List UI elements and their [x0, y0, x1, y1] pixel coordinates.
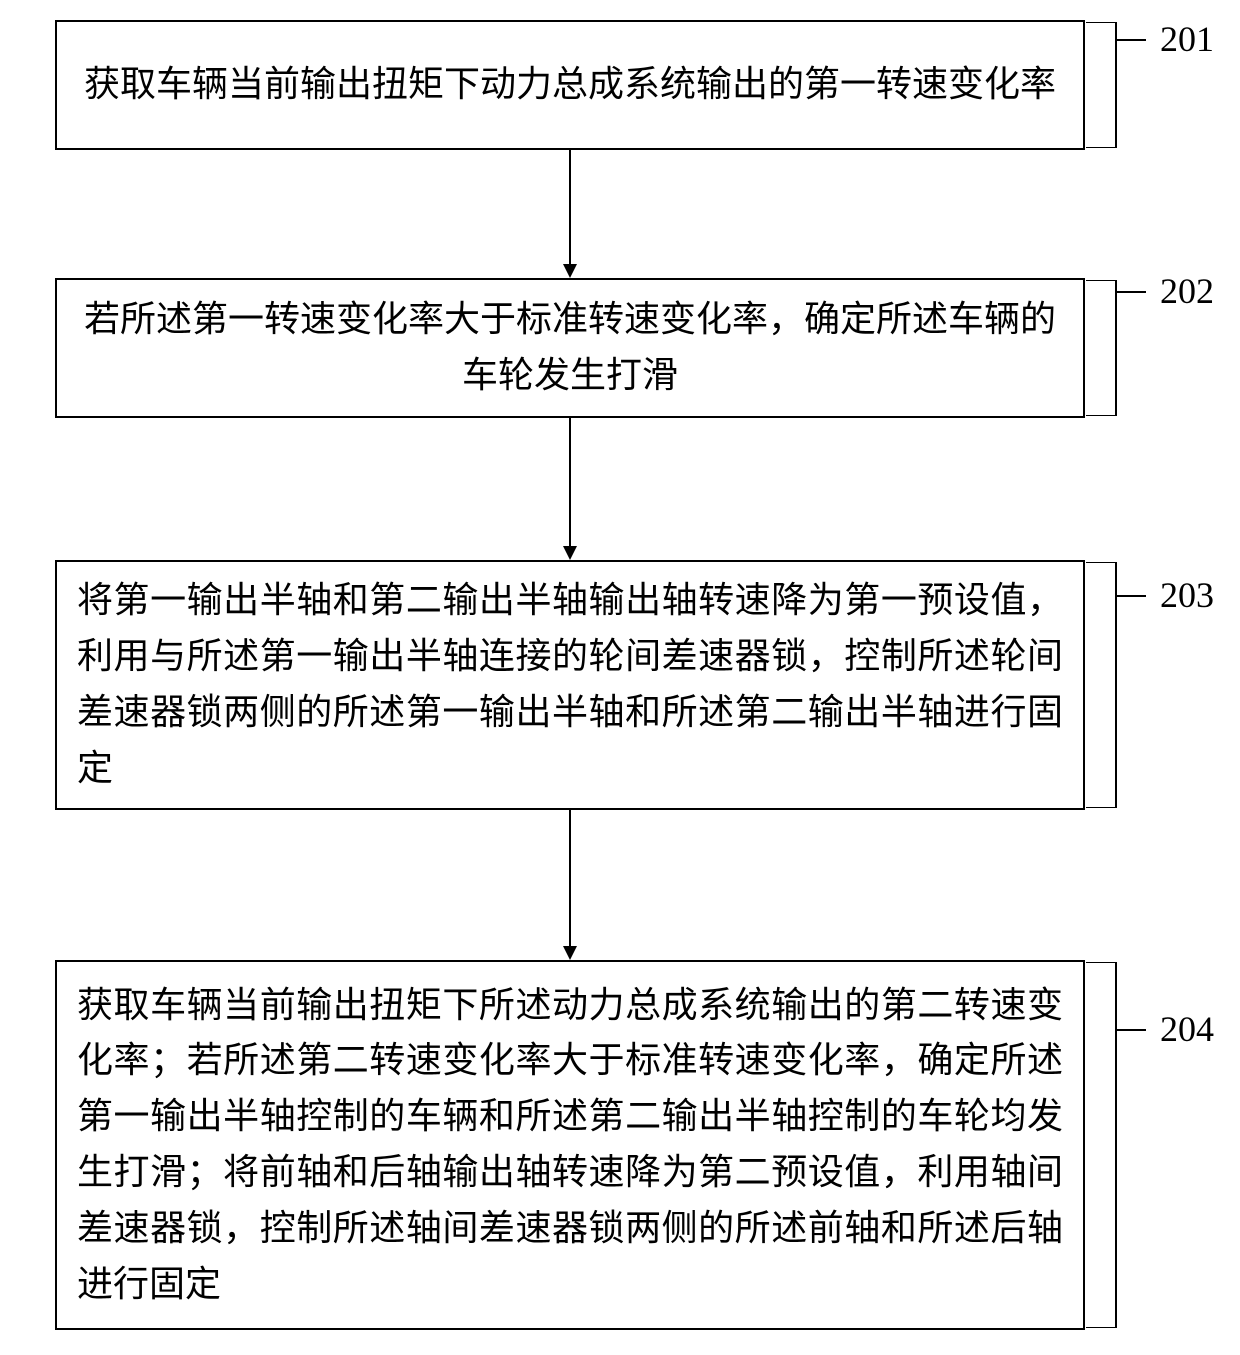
flow-node-201: 获取车辆当前输出扭矩下动力总成系统输出的第一转速变化率: [55, 20, 1085, 150]
flow-node-text: 若所述第一转速变化率大于标准转速变化率，确定所述车辆的车轮发生打滑: [77, 292, 1063, 404]
node-label-202: 202: [1160, 270, 1214, 312]
flow-node-text: 获取车辆当前输出扭矩下动力总成系统输出的第一转速变化率: [84, 57, 1056, 113]
flow-node-text: 将第一输出半轴和第二输出半轴输出轴转速降为第一预设值，利用与所述第一输出半轴连接…: [77, 573, 1063, 796]
node-label-201: 201: [1160, 18, 1214, 60]
node-label-204: 204: [1160, 1008, 1214, 1050]
bracket-201: [1086, 22, 1146, 148]
arrow-202-203: [560, 418, 580, 560]
flowchart-container: 获取车辆当前输出扭矩下动力总成系统输出的第一转速变化率 201 若所述第一转速变…: [0, 0, 1240, 1355]
arrow-201-202: [560, 150, 580, 278]
node-label-203: 203: [1160, 574, 1214, 616]
flow-node-203: 将第一输出半轴和第二输出半轴输出轴转速降为第一预设值，利用与所述第一输出半轴连接…: [55, 560, 1085, 810]
bracket-203: [1086, 562, 1146, 808]
bracket-204: [1086, 962, 1146, 1328]
bracket-202: [1086, 280, 1146, 416]
flow-node-202: 若所述第一转速变化率大于标准转速变化率，确定所述车辆的车轮发生打滑: [55, 278, 1085, 418]
flow-node-text: 获取车辆当前输出扭矩下所述动力总成系统输出的第二转速变化率；若所述第二转速变化率…: [77, 978, 1063, 1313]
arrow-203-204: [560, 810, 580, 960]
flow-node-204: 获取车辆当前输出扭矩下所述动力总成系统输出的第二转速变化率；若所述第二转速变化率…: [55, 960, 1085, 1330]
